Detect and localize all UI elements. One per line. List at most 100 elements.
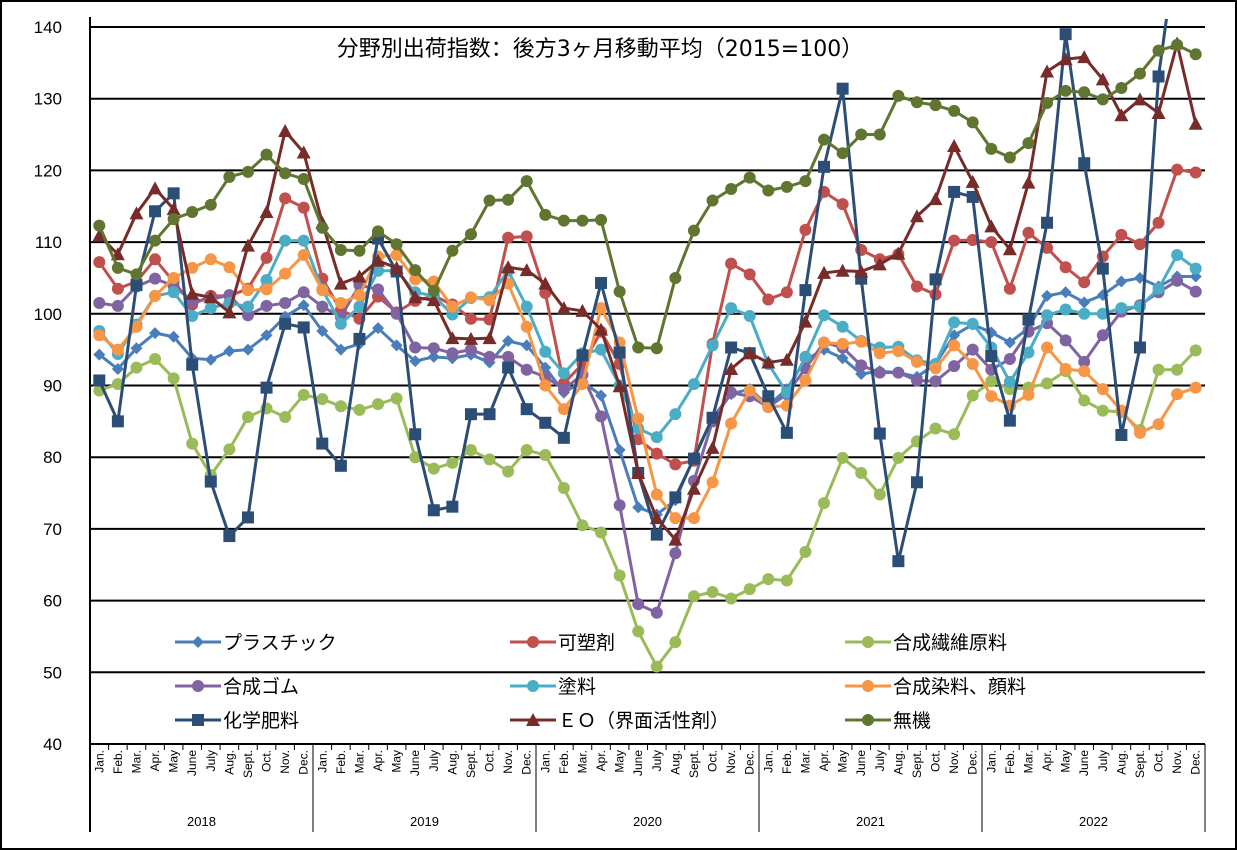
x-tick-label: June	[1077, 750, 1091, 776]
data-point	[1115, 428, 1128, 441]
x-tick-label: June	[408, 750, 422, 776]
data-point	[520, 339, 533, 352]
data-point	[446, 300, 459, 313]
y-tick-label: 60	[43, 592, 62, 611]
data-point	[352, 269, 367, 283]
data-point	[1041, 97, 1054, 110]
data-point	[241, 309, 254, 322]
data-point	[613, 569, 626, 582]
data-point	[595, 276, 608, 289]
data-point	[1022, 137, 1035, 150]
data-point	[502, 361, 515, 374]
data-point	[520, 175, 533, 188]
data-point	[1152, 282, 1165, 295]
data-point	[149, 234, 162, 247]
data-point	[1095, 72, 1110, 86]
data-point	[873, 128, 886, 141]
x-tick-label: Feb.	[780, 750, 794, 774]
data-point	[185, 286, 200, 300]
data-point	[223, 345, 236, 358]
data-point	[1151, 106, 1166, 120]
legend-item: プラスチック	[175, 632, 337, 654]
data-point	[111, 363, 124, 376]
x-tick-label: Sept.	[464, 750, 478, 778]
data-point	[557, 367, 570, 380]
data-point	[1059, 286, 1072, 299]
data-point	[390, 249, 403, 262]
data-point	[1152, 363, 1165, 376]
data-point	[855, 335, 868, 348]
data-point	[632, 501, 645, 514]
data-point	[520, 230, 533, 243]
data-point	[166, 202, 181, 216]
x-tick-label: May	[1059, 750, 1073, 773]
data-point	[557, 403, 570, 416]
legend-item: 無機	[845, 710, 931, 732]
data-point	[855, 466, 868, 479]
x-tick-label: Sept.	[687, 750, 701, 778]
x-tick-label: Feb.	[1003, 750, 1017, 774]
data-point	[1003, 414, 1016, 427]
data-point	[910, 476, 923, 489]
data-point	[1133, 67, 1146, 80]
legend-marker	[862, 680, 874, 692]
data-point	[186, 358, 199, 371]
data-point	[780, 574, 793, 587]
x-tick-label: Nov.	[501, 750, 515, 774]
data-point	[1152, 216, 1165, 229]
x-tick-label: Nov.	[278, 750, 292, 774]
x-tick-label: Jan.	[984, 750, 998, 773]
data-point	[873, 427, 886, 440]
data-point	[1132, 92, 1147, 106]
data-point	[632, 412, 645, 425]
x-tick-label: Nov.	[1170, 750, 1184, 774]
data-point	[1189, 344, 1202, 357]
data-point	[743, 384, 756, 397]
data-point	[297, 286, 310, 299]
data-point	[1041, 216, 1054, 229]
data-point	[241, 284, 254, 297]
data-point	[929, 362, 942, 375]
data-point	[1189, 381, 1202, 394]
data-point	[260, 329, 273, 342]
x-tick-label: Aug.	[222, 750, 236, 775]
data-point	[1189, 285, 1202, 298]
data-point	[204, 475, 217, 488]
data-point	[111, 343, 124, 356]
data-point	[1058, 52, 1073, 66]
data-point	[167, 286, 180, 299]
data-point	[966, 389, 979, 402]
data-point	[463, 331, 478, 345]
data-point	[204, 302, 217, 315]
data-point	[408, 290, 423, 304]
data-point	[818, 309, 831, 322]
data-point	[762, 573, 775, 586]
data-point	[910, 374, 923, 387]
data-point	[1003, 352, 1016, 365]
data-point	[892, 451, 905, 464]
legend-label: 塗料	[558, 675, 596, 698]
data-point	[427, 342, 440, 355]
data-point	[1152, 418, 1165, 431]
x-tick-label: Feb.	[334, 750, 348, 774]
data-point	[279, 167, 292, 180]
year-label: 2021	[856, 814, 885, 829]
data-point	[576, 349, 589, 362]
data-point	[948, 234, 961, 247]
data-point	[780, 386, 793, 399]
data-point	[334, 317, 347, 330]
data-point	[1059, 84, 1072, 97]
legend-label: 合成繊維原料	[893, 632, 1007, 654]
data-point	[780, 426, 793, 439]
data-point	[483, 408, 496, 421]
data-point	[259, 204, 274, 218]
data-point	[799, 223, 812, 236]
data-point	[279, 192, 292, 205]
data-point	[186, 309, 199, 322]
data-point	[910, 355, 923, 368]
data-point	[1002, 242, 1017, 256]
x-tick-label: Dec.	[297, 750, 311, 775]
data-point	[520, 403, 533, 416]
data-point	[520, 363, 533, 376]
data-point	[446, 347, 459, 360]
